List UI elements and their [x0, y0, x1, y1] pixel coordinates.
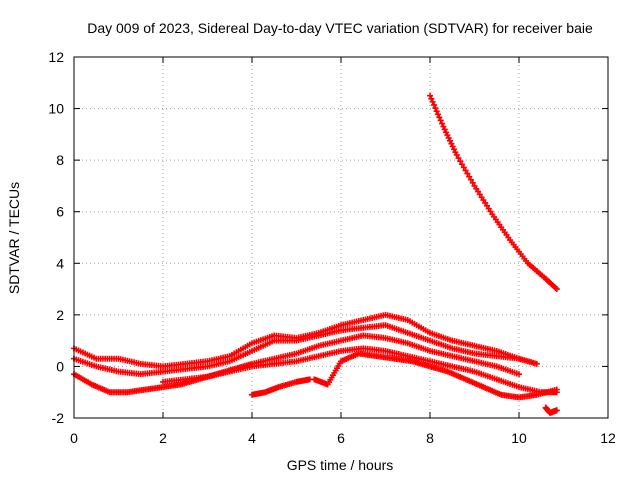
x-tick-label: 2	[159, 430, 167, 446]
data-point	[533, 360, 540, 367]
data-point	[431, 101, 438, 108]
data-point	[437, 117, 444, 124]
y-tick-label: 8	[56, 152, 64, 168]
y-tick-label: 10	[48, 101, 64, 117]
x-tick-label: 4	[248, 430, 256, 446]
data-point	[435, 111, 442, 118]
series-trace-6	[249, 376, 313, 398]
data-points	[71, 92, 560, 416]
y-tick-label: 4	[56, 255, 64, 271]
series-trace-1	[427, 92, 560, 293]
y-axis-label: SDTVAR / TECUs	[6, 182, 22, 294]
y-tick-label: 6	[56, 204, 64, 220]
x-tick-labels: 0 2 4 6 8 10 12	[70, 430, 616, 446]
data-point	[432, 105, 439, 112]
data-point	[553, 286, 560, 293]
series-trace-8	[542, 404, 560, 416]
x-axis-label: GPS time / hours	[287, 457, 394, 473]
data-point	[516, 371, 522, 378]
data-point	[457, 158, 464, 165]
data-point	[455, 155, 462, 162]
data-point	[429, 98, 436, 105]
series-trace-7	[311, 350, 560, 401]
x-tick-label: 8	[426, 430, 434, 446]
data-point	[433, 108, 440, 115]
data-point	[427, 92, 433, 99]
data-point	[552, 285, 559, 292]
y-tick-labels: -2 0 2 4 6 8 10 12	[48, 49, 64, 426]
chart-title: Day 009 of 2023, Sidereal Day-to-day VTE…	[87, 20, 593, 36]
series-trace-3	[71, 322, 540, 378]
y-tick-label: -2	[52, 410, 65, 426]
x-tick-label: 0	[70, 430, 78, 446]
data-point	[460, 164, 467, 171]
y-tick-label: 2	[56, 307, 64, 323]
data-point	[467, 176, 474, 183]
y-tick-label: 0	[56, 358, 64, 374]
data-point	[464, 170, 471, 177]
data-point	[428, 95, 435, 102]
x-tick-label: 6	[337, 430, 345, 446]
data-point	[453, 151, 460, 158]
grid-lines	[74, 57, 608, 418]
data-point	[469, 179, 476, 186]
data-point	[459, 161, 466, 168]
x-tick-label: 12	[600, 430, 616, 446]
data-point	[466, 173, 473, 180]
data-point	[439, 120, 446, 127]
data-point	[553, 386, 560, 393]
axis-ticks	[73, 56, 609, 419]
data-point	[462, 167, 469, 174]
data-point	[553, 407, 560, 414]
series-trace-4	[71, 332, 522, 396]
y-tick-label: 12	[48, 49, 64, 65]
data-point	[436, 114, 443, 121]
x-tick-label: 10	[511, 430, 527, 446]
